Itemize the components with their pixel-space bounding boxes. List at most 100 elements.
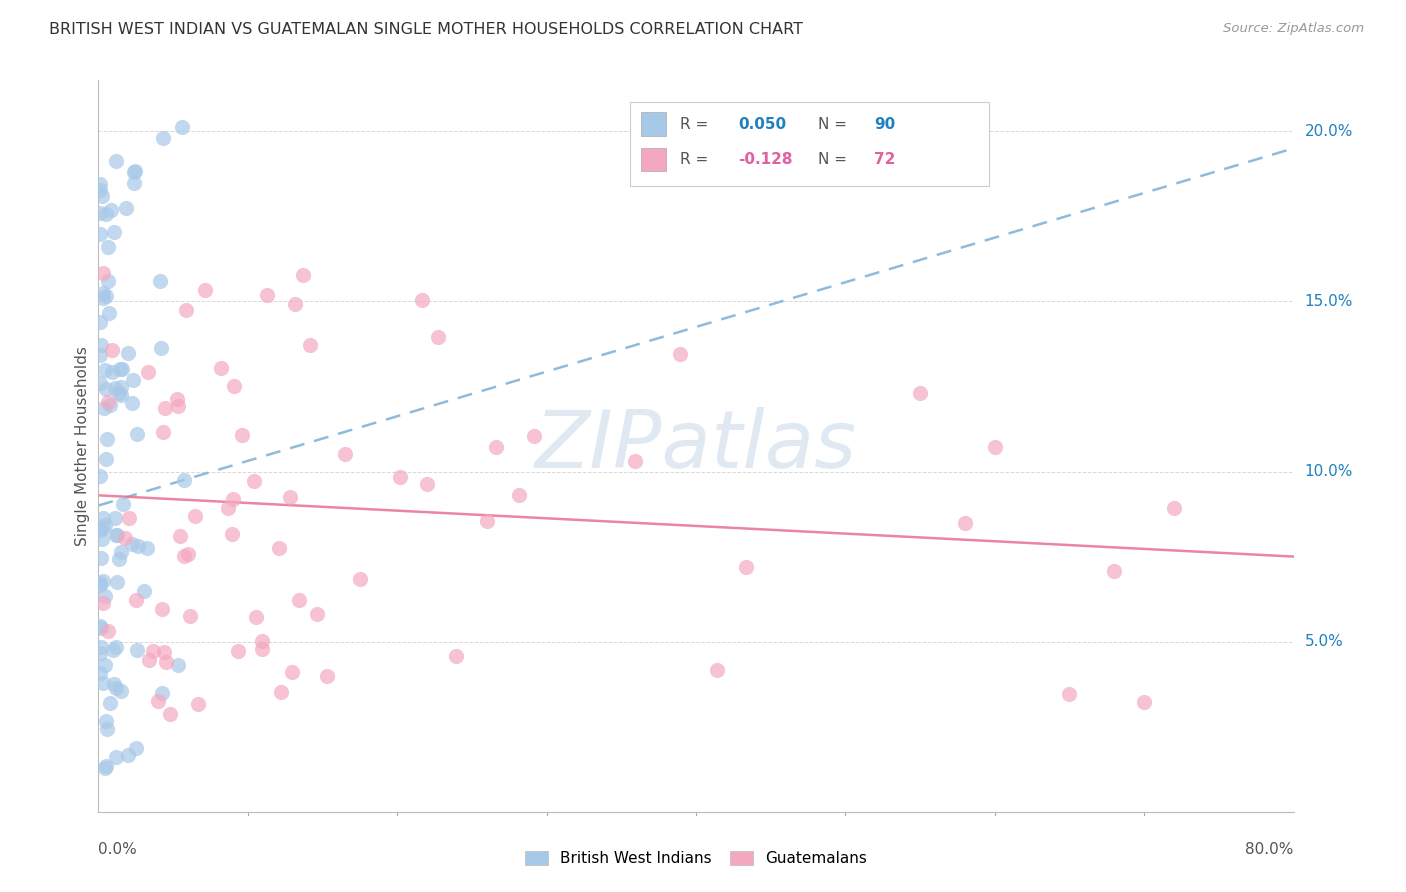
Point <box>108 362 131 376</box>
Point <box>508 488 530 502</box>
Point <box>984 441 1007 455</box>
Text: 20.0%: 20.0% <box>1305 124 1353 139</box>
Point <box>475 514 498 528</box>
Point <box>100 203 122 218</box>
Point <box>166 658 188 673</box>
Legend: British West Indians, Guatemalans: British West Indians, Guatemalans <box>524 851 868 866</box>
Point <box>107 552 129 566</box>
Text: N =: N = <box>818 152 852 167</box>
Point <box>349 572 371 586</box>
Point <box>90 551 112 566</box>
Point <box>149 341 172 355</box>
Point <box>256 287 278 301</box>
Text: ZIPatlas: ZIPatlas <box>534 407 858 485</box>
Point <box>110 388 132 402</box>
Point <box>153 401 176 416</box>
Point <box>111 361 134 376</box>
Point <box>415 477 437 491</box>
Point <box>91 266 114 280</box>
Point <box>209 360 232 375</box>
Point <box>89 469 111 483</box>
Point <box>124 176 146 190</box>
Point <box>94 761 117 775</box>
Point <box>117 748 139 763</box>
Point <box>98 696 121 710</box>
Text: 5.0%: 5.0% <box>1305 634 1343 649</box>
Point <box>110 545 132 559</box>
Point <box>89 206 111 220</box>
Point <box>305 607 328 621</box>
Point <box>103 677 125 691</box>
Point <box>127 643 149 657</box>
Point <box>100 365 122 379</box>
Point <box>94 657 117 672</box>
Point <box>97 274 120 288</box>
Point <box>127 539 149 553</box>
Point <box>132 584 155 599</box>
Point <box>115 201 138 215</box>
Point <box>91 521 114 535</box>
Text: -0.128: -0.128 <box>738 152 793 167</box>
Point <box>166 392 188 406</box>
Point <box>117 510 139 524</box>
Point <box>194 283 217 297</box>
Point <box>108 386 131 401</box>
Point <box>172 120 194 134</box>
Point <box>179 609 201 624</box>
Point <box>105 575 128 590</box>
Point <box>114 531 136 545</box>
Point <box>94 759 117 773</box>
Point <box>176 547 198 561</box>
Point <box>110 684 132 698</box>
Point <box>89 576 111 591</box>
Point <box>624 454 647 468</box>
Point <box>333 446 356 460</box>
Text: R =: R = <box>681 117 714 132</box>
Point <box>142 644 165 658</box>
Point <box>217 501 239 516</box>
Point <box>176 303 198 318</box>
Point <box>1163 500 1185 515</box>
Point <box>104 153 127 168</box>
Point <box>91 188 114 202</box>
Point <box>953 516 976 531</box>
Point <box>91 676 114 690</box>
Point <box>97 395 120 409</box>
Point <box>280 490 302 504</box>
Point <box>91 291 114 305</box>
Point <box>96 239 118 253</box>
Point <box>287 592 309 607</box>
Text: Source: ZipAtlas.com: Source: ZipAtlas.com <box>1223 22 1364 36</box>
Point <box>523 428 546 442</box>
Point <box>104 640 127 654</box>
Point <box>124 164 146 178</box>
Text: 72: 72 <box>875 152 896 167</box>
Point <box>908 386 931 401</box>
Point <box>150 686 173 700</box>
Point <box>224 379 246 393</box>
Point <box>96 207 118 221</box>
Point <box>173 549 195 563</box>
Point <box>89 523 111 537</box>
Point <box>389 470 412 484</box>
Point <box>93 589 115 603</box>
Point <box>153 645 176 659</box>
Point <box>169 529 191 543</box>
Point <box>1059 687 1081 701</box>
Point <box>138 653 160 667</box>
Point <box>104 381 127 395</box>
Point <box>668 347 690 361</box>
Bar <box>641 148 666 171</box>
Point <box>298 338 321 352</box>
Text: N =: N = <box>818 117 852 132</box>
Point <box>89 665 111 680</box>
Point <box>1133 696 1156 710</box>
Point <box>221 491 243 506</box>
Bar <box>630 103 988 186</box>
Point <box>184 508 207 523</box>
Y-axis label: Single Mother Households: Single Mother Households <box>75 346 90 546</box>
Point <box>122 373 145 387</box>
Point <box>90 621 112 635</box>
Point <box>267 541 290 555</box>
Point <box>135 541 157 555</box>
